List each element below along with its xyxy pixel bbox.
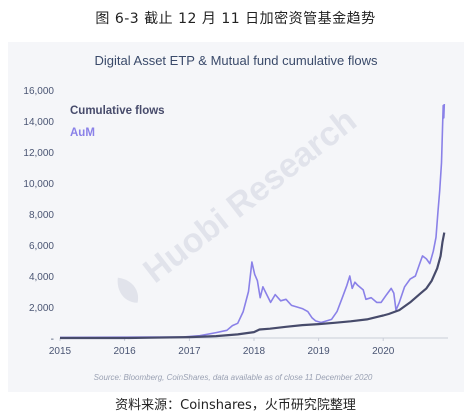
- chart-panel: Digital Asset ETP & Mutual fund cumulati…: [8, 42, 464, 392]
- series-line-cumulative-flows: [60, 232, 446, 340]
- x-tick-label: 2018: [243, 346, 266, 357]
- x-tick-label: 2015: [49, 346, 72, 357]
- legend-cumulative-flows: Cumulative flows: [70, 105, 165, 117]
- y-tick-label: 16,000: [23, 86, 54, 97]
- y-tick-label: 4,000: [29, 272, 54, 283]
- y-tick-label: 10,000: [23, 179, 54, 190]
- watermark: Huobi Research: [117, 101, 364, 303]
- axes: - 2,000 4,000 6,000 8,000 10,000 12,000 14,000 1…: [23, 86, 448, 357]
- x-tick-label: 2019: [307, 346, 330, 357]
- y-tick-label: 8,000: [29, 210, 54, 221]
- x-tick-label: 2016: [113, 346, 136, 357]
- source-note: Source: Bloomberg, CoinShares, data avai…: [94, 373, 373, 382]
- chart-svg: Digital Asset ETP & Mutual fund cumulati…: [23, 53, 448, 382]
- watermark-text: Huobi Research: [136, 101, 363, 290]
- y-tick-label: 2,000: [29, 303, 54, 314]
- chart-title: Digital Asset ETP & Mutual fund cumulati…: [95, 53, 378, 68]
- x-tick-label: 2020: [372, 346, 395, 357]
- x-tick-label: 2017: [178, 346, 201, 357]
- y-tick-label: 6,000: [29, 241, 54, 252]
- series-line-aum: [59, 103, 446, 339]
- y-tick-label: -: [51, 334, 54, 345]
- legend: Cumulative flows AuM: [70, 105, 165, 139]
- figure-title: 图 6-3 截止 12 月 11 日加密资管基金趋势: [95, 11, 376, 27]
- watermark-logo-icon: [117, 277, 139, 303]
- figure-source: 资料来源：Coinshares，火币研究院整理: [115, 398, 356, 413]
- y-tick-label: 12,000: [23, 148, 54, 159]
- legend-aum: AuM: [70, 127, 95, 139]
- series-lines: [59, 103, 446, 340]
- y-tick-label: 14,000: [23, 117, 54, 128]
